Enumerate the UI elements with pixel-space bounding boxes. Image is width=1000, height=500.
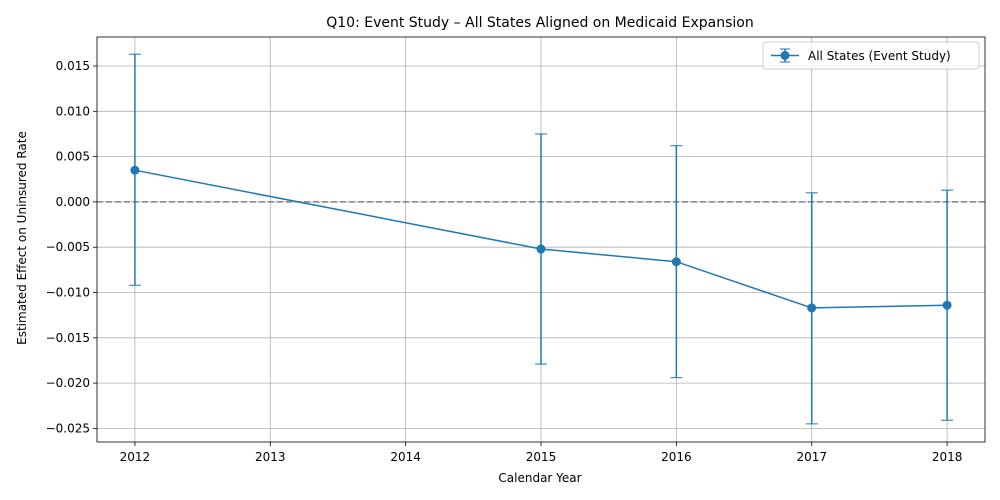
y-tick-label: 0.000 <box>56 195 90 209</box>
data-point-2016 <box>671 257 681 267</box>
x-axis-ticks: 2012 2013 2014 2015 2016 2017 2018 <box>120 442 963 464</box>
legend-point <box>780 51 790 60</box>
legend: All States (Event Study) <box>762 41 980 70</box>
x-tick-label: 2018 <box>932 450 963 464</box>
x-axis-label: Calendar Year <box>498 471 581 485</box>
y-tick-label: −0.005 <box>46 240 90 254</box>
legend-marker <box>771 48 799 63</box>
legend-entry-all-states: All States (Event Study) <box>808 49 951 63</box>
y-tick-label: −0.025 <box>46 421 90 435</box>
x-tick-label: 2016 <box>661 450 692 464</box>
y-tick-label: −0.015 <box>46 331 90 345</box>
data-point-2017 <box>807 303 817 313</box>
data-point-2018 <box>942 300 952 310</box>
x-tick-label: 2012 <box>120 450 151 464</box>
data-point-2015 <box>536 244 546 254</box>
chart-title: Q10: Event Study – All States Aligned on… <box>326 15 754 31</box>
y-tick-label: 0.010 <box>56 104 90 118</box>
data-points <box>130 165 952 313</box>
y-tick-label: 0.005 <box>56 150 90 164</box>
x-tick-label: 2015 <box>526 450 557 464</box>
y-tick-label: −0.020 <box>46 376 90 390</box>
y-tick-label: −0.010 <box>46 286 90 300</box>
y-axis-ticks: −0.025 −0.020 −0.015 −0.010 −0.005 0.000 0.005… <box>46 59 97 435</box>
legend-box <box>762 41 980 70</box>
y-tick-label: 0.015 <box>56 59 90 73</box>
x-tick-label: 2013 <box>255 450 286 464</box>
data-point-2012 <box>130 165 140 175</box>
x-tick-label: 2017 <box>796 450 827 464</box>
x-tick-label: 2014 <box>390 450 421 464</box>
y-axis-label: Estimated Effect on Uninsured Rate <box>15 131 29 345</box>
